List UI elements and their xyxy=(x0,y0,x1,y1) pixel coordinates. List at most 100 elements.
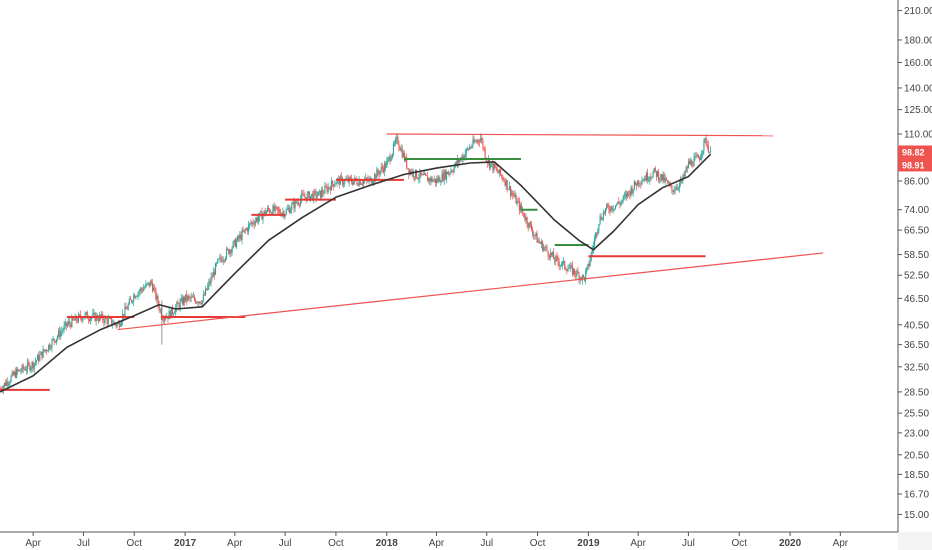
candle-body xyxy=(317,191,319,196)
candle-body xyxy=(384,163,386,172)
candle-body xyxy=(451,170,453,172)
candle-body xyxy=(275,206,277,207)
candle-body xyxy=(92,313,94,317)
candle-body xyxy=(703,139,705,151)
candle-body xyxy=(665,178,667,181)
candle-body xyxy=(198,301,200,304)
candle-body xyxy=(184,297,186,302)
candle-body xyxy=(648,179,650,181)
candle-body xyxy=(128,299,130,305)
resistance-trendline[interactable] xyxy=(386,133,773,137)
candle-body xyxy=(512,192,514,195)
candle-body xyxy=(691,160,693,166)
candle-body xyxy=(358,180,360,186)
candle-body xyxy=(272,206,274,215)
candle-body xyxy=(297,202,299,205)
candle-body xyxy=(192,296,194,298)
candle-body xyxy=(252,221,254,224)
ma-value-label: 98.91 xyxy=(898,158,932,172)
candle-body xyxy=(609,210,611,212)
candle-body xyxy=(374,174,376,181)
candle-body xyxy=(324,186,326,194)
candle-body xyxy=(589,260,591,267)
candle-body xyxy=(516,200,518,204)
candle-body xyxy=(692,165,694,167)
candle-body xyxy=(20,371,22,372)
candle-body xyxy=(223,260,225,261)
trendlines[interactable] xyxy=(117,133,824,331)
candle-body xyxy=(150,281,152,283)
y-tick-label: 86.00 xyxy=(904,177,929,188)
candle-body xyxy=(156,296,158,300)
candle-body xyxy=(388,156,390,159)
candle-body xyxy=(126,308,128,310)
candle-body xyxy=(633,181,635,190)
candle-body xyxy=(164,318,166,321)
candle-body xyxy=(708,152,711,153)
candle-body xyxy=(227,249,229,250)
candle-body xyxy=(496,168,498,172)
candle-body xyxy=(331,180,333,191)
support-trendline[interactable] xyxy=(117,252,824,331)
candle-body xyxy=(406,157,408,168)
candle-body xyxy=(402,152,404,158)
candle-body xyxy=(440,182,442,183)
candle-body xyxy=(175,307,177,313)
candle-body xyxy=(462,155,464,161)
candle-body xyxy=(266,208,269,212)
candle-body xyxy=(570,265,572,266)
candle-body xyxy=(566,269,568,272)
candle-body xyxy=(375,174,377,179)
candle-body xyxy=(469,147,471,150)
candle-body xyxy=(377,169,379,173)
candle-body xyxy=(503,179,505,181)
candle-body xyxy=(506,180,508,189)
x-tick-label: Jul xyxy=(279,538,292,549)
candle-body xyxy=(30,367,32,371)
candle-body xyxy=(605,208,607,213)
candle-body xyxy=(455,162,457,165)
price-labels: 98.82 98.91 xyxy=(898,145,932,172)
ma-value-label-box xyxy=(898,158,932,172)
time-axis[interactable]: Apr Jul Oct 2017 Apr Jul Oct 2018 Apr Jul Oct 2019 A… xyxy=(25,532,849,549)
candle-body xyxy=(110,317,112,319)
candle-body xyxy=(468,148,470,150)
candle-body xyxy=(72,317,74,320)
candle-body xyxy=(214,263,217,275)
candle-body xyxy=(6,381,8,386)
candle-body xyxy=(43,349,45,352)
candle-body xyxy=(187,296,189,301)
candle-body xyxy=(491,162,493,164)
candle-body xyxy=(207,285,209,290)
price-axis[interactable]: 210.00 180.00 160.00 140.00 125.00 110.00 86.0… xyxy=(898,6,932,521)
candle-body xyxy=(127,304,129,310)
candle-body xyxy=(54,340,56,343)
candle-body xyxy=(641,181,643,184)
candle-body xyxy=(134,295,136,298)
candle-body xyxy=(418,178,420,180)
candle-body xyxy=(300,198,302,205)
candle-body xyxy=(125,306,127,309)
candle-body xyxy=(628,191,630,193)
candle-body xyxy=(75,315,77,321)
candle-body xyxy=(577,270,579,274)
candle-body xyxy=(306,193,308,201)
y-tick-label: 15.00 xyxy=(904,510,929,521)
candle-body xyxy=(629,192,631,196)
candle-body xyxy=(65,322,67,327)
candle-body xyxy=(490,163,492,168)
candle-body xyxy=(647,172,649,181)
candle-body xyxy=(308,191,310,201)
candle-body xyxy=(517,200,519,202)
candle-body xyxy=(587,263,589,268)
candle-body xyxy=(371,182,373,184)
candle-body xyxy=(199,301,201,304)
candle-body xyxy=(342,177,344,185)
candle-body xyxy=(477,140,480,142)
candle-body xyxy=(234,239,236,247)
candle-body xyxy=(195,299,197,304)
candle-body xyxy=(611,206,613,211)
candle-body xyxy=(479,141,481,143)
